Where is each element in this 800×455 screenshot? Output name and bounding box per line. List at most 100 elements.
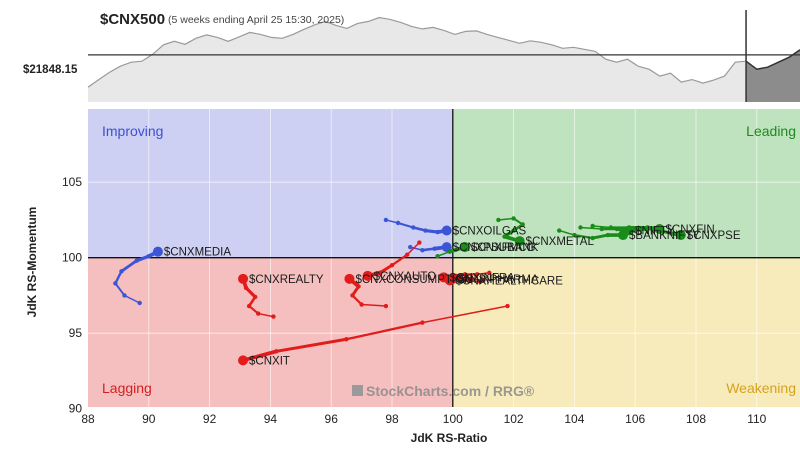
series-point xyxy=(505,303,510,309)
series-segment xyxy=(397,221,415,229)
series-cnxfmcg xyxy=(435,242,470,259)
quadrant-weakening xyxy=(452,257,800,407)
series-segment xyxy=(345,321,424,341)
series-segment xyxy=(651,227,674,236)
series-point xyxy=(651,226,656,232)
quadrant-label-leading: Leading xyxy=(746,123,796,139)
series-segment xyxy=(114,282,126,297)
series-point xyxy=(605,232,611,238)
series-point xyxy=(496,217,501,223)
series-head-point xyxy=(675,230,686,241)
series-point xyxy=(134,258,139,263)
series-point xyxy=(462,272,468,277)
series-point xyxy=(423,228,428,233)
series-point xyxy=(456,278,462,283)
series-point xyxy=(271,314,276,319)
series-cnxrealty xyxy=(238,273,276,319)
x-tick-label: 90 xyxy=(142,412,156,426)
series-head-point xyxy=(459,242,470,253)
series-point xyxy=(256,311,261,316)
benchmark-line xyxy=(87,16,747,88)
series-cnxmetal xyxy=(496,216,525,247)
series-segment xyxy=(406,241,421,256)
series-point xyxy=(572,232,577,238)
series-label-layer: $CNXMEDIA$CNXOILGAS$CNXPSUBANK$CNXFMCG$C… xyxy=(164,224,741,367)
series-segment xyxy=(497,217,515,221)
y-tick-label: 95 xyxy=(69,326,83,340)
series-point xyxy=(408,244,413,250)
series-label: $CNXINFRA xyxy=(450,272,516,284)
series-point xyxy=(447,249,452,254)
series-point xyxy=(502,234,507,239)
series-cnxit xyxy=(238,303,510,366)
series-label: $CNXCONSUMPTION xyxy=(355,274,472,286)
series-point xyxy=(417,240,422,245)
series-label: $BANKNIFTY xyxy=(629,230,700,242)
quadrant-label-lagging: Lagging xyxy=(102,380,152,396)
quadrant-label-improving: Improving xyxy=(102,123,163,139)
series-point xyxy=(557,228,562,233)
series-cnxpse xyxy=(614,226,686,241)
x-tick-label: 98 xyxy=(385,412,399,426)
series-point xyxy=(344,337,349,342)
series-point xyxy=(578,225,583,230)
series-point xyxy=(432,246,437,251)
rrg-plot: Improving Leading Lagging Weakening Stoc… xyxy=(88,109,800,407)
y-tick-label: 90 xyxy=(69,402,83,416)
series-point xyxy=(383,217,389,223)
series-segment xyxy=(241,349,279,363)
series-point xyxy=(599,226,604,232)
series-point xyxy=(274,349,279,354)
series-point xyxy=(511,228,516,233)
series-point xyxy=(590,235,595,241)
series-head-point xyxy=(362,270,373,281)
benchmark-highlight-line xyxy=(745,49,800,70)
x-tick-label: 102 xyxy=(504,412,524,426)
series-head-point xyxy=(344,273,355,284)
y-tick-label: 105 xyxy=(62,175,82,189)
series-point xyxy=(626,225,632,230)
series-label: $CNXMETAL xyxy=(526,236,595,248)
series-segment xyxy=(634,227,655,232)
series-label: $CNXHEALTHCARE xyxy=(456,275,563,287)
series-point xyxy=(633,228,638,233)
series-label: $CNXFMCG xyxy=(471,242,536,254)
series-segment xyxy=(114,270,123,285)
series-label: $CNXREALTY xyxy=(249,274,324,286)
series-point xyxy=(389,263,395,268)
series-segment xyxy=(421,305,509,324)
series-cnxmedia xyxy=(113,246,163,306)
series-point xyxy=(246,303,252,309)
series-point xyxy=(405,252,410,257)
series-point xyxy=(359,302,364,307)
series-segment xyxy=(591,225,612,229)
x-axis-label: JdK RS-Ratio xyxy=(411,431,488,445)
x-axis-ticks: 88 90 92 94 96 98 100 102 104 106 108 110 xyxy=(81,412,766,426)
watermark-logo xyxy=(352,385,363,396)
benchmark-highlight-area xyxy=(746,49,800,102)
series-point xyxy=(356,284,361,289)
y-tick-label: 100 xyxy=(62,251,82,265)
series-cnxoilgas xyxy=(383,217,452,236)
series-head-point xyxy=(441,225,452,236)
series-head-point xyxy=(238,273,249,284)
series-point xyxy=(511,216,516,221)
series-segment xyxy=(616,228,636,232)
reference-price-label: $21848.15 xyxy=(23,64,78,76)
watermark: StockCharts.com / RRG® xyxy=(352,383,535,399)
series-segment xyxy=(573,233,594,240)
chart-symbol: $CNX500 xyxy=(100,11,165,28)
y-axis-label: JdK RS-Momentum xyxy=(25,207,39,318)
series-point xyxy=(253,294,258,300)
series-label: $CNXFIN xyxy=(666,224,715,236)
x-tick-label: 94 xyxy=(264,412,278,426)
series-head-point xyxy=(152,246,163,257)
series-segment xyxy=(360,303,387,307)
series-point xyxy=(474,272,480,277)
series-segment xyxy=(390,253,409,267)
series-point xyxy=(411,225,416,230)
series-point xyxy=(614,226,620,232)
series-point xyxy=(420,320,425,325)
quadrant-label-weakening: Weakening xyxy=(726,380,796,396)
